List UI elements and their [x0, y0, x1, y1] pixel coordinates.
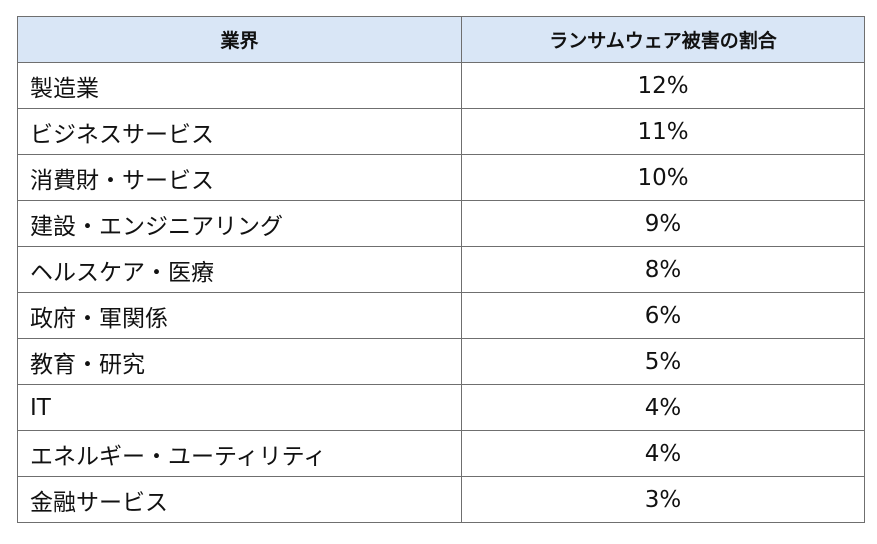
table-row: エネルギー・ユーティリティ 4%	[17, 430, 865, 477]
industry-cell: 製造業	[17, 62, 462, 109]
industry-cell: エネルギー・ユーティリティ	[17, 430, 462, 477]
table-row: 金融サービス 3%	[17, 476, 865, 523]
industry-cell: 政府・軍関係	[17, 292, 462, 339]
industry-cell: 教育・研究	[17, 338, 462, 385]
ratio-cell: 6%	[461, 292, 865, 339]
header-industry: 業界	[17, 16, 462, 63]
ratio-cell: 11%	[461, 108, 865, 155]
ratio-cell: 9%	[461, 200, 865, 247]
ransomware-industry-table-container: 業界 ランサムウェア被害の割合 製造業 12% ビジネスサービス 11% 消費財…	[17, 16, 865, 523]
ratio-cell: 10%	[461, 154, 865, 201]
header-ransomware-ratio: ランサムウェア被害の割合	[461, 16, 865, 63]
table-row: 製造業 12%	[17, 62, 865, 109]
industry-cell: IT	[17, 384, 462, 431]
ratio-cell: 8%	[461, 246, 865, 293]
table-row: ヘルスケア・医療 8%	[17, 246, 865, 293]
industry-cell: 金融サービス	[17, 476, 462, 523]
ratio-cell: 3%	[461, 476, 865, 523]
table-row: 消費財・サービス 10%	[17, 154, 865, 201]
ratio-cell: 4%	[461, 384, 865, 431]
industry-cell: ビジネスサービス	[17, 108, 462, 155]
table-row: 教育・研究 5%	[17, 338, 865, 385]
industry-cell: ヘルスケア・医療	[17, 246, 462, 293]
industry-cell: 建設・エンジニアリング	[17, 200, 462, 247]
table-row: 政府・軍関係 6%	[17, 292, 865, 339]
ratio-cell: 4%	[461, 430, 865, 477]
table-header-row: 業界 ランサムウェア被害の割合	[17, 16, 865, 63]
table-row: ビジネスサービス 11%	[17, 108, 865, 155]
ratio-cell: 12%	[461, 62, 865, 109]
ratio-cell: 5%	[461, 338, 865, 385]
table-row: 建設・エンジニアリング 9%	[17, 200, 865, 247]
ransomware-industry-table: 業界 ランサムウェア被害の割合 製造業 12% ビジネスサービス 11% 消費財…	[17, 16, 865, 523]
industry-cell: 消費財・サービス	[17, 154, 462, 201]
table-row: IT 4%	[17, 384, 865, 431]
